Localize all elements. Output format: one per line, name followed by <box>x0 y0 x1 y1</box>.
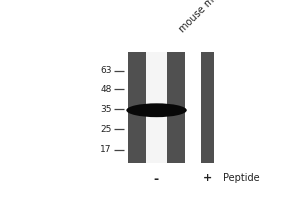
Ellipse shape <box>126 103 187 117</box>
Text: mouse muscle: mouse muscle <box>177 0 234 34</box>
Bar <box>201 52 214 163</box>
Bar <box>167 52 185 163</box>
Text: +: + <box>203 173 212 183</box>
Text: Peptide: Peptide <box>224 173 260 183</box>
Bar <box>127 52 262 163</box>
Bar <box>146 52 167 163</box>
Text: 25: 25 <box>100 125 112 134</box>
Text: 48: 48 <box>100 85 112 94</box>
Text: 35: 35 <box>100 105 112 114</box>
Text: -: - <box>154 173 159 186</box>
Text: 63: 63 <box>100 66 112 75</box>
Bar <box>128 52 146 163</box>
Text: 17: 17 <box>100 145 112 154</box>
